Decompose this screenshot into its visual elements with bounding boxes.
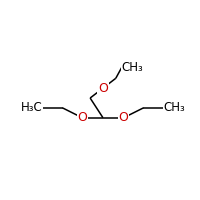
- Text: CH₃: CH₃: [122, 61, 143, 74]
- Text: O: O: [119, 111, 129, 124]
- Text: O: O: [98, 82, 108, 95]
- Text: O: O: [77, 111, 87, 124]
- Text: H₃C: H₃C: [21, 101, 43, 114]
- Text: CH₃: CH₃: [163, 101, 185, 114]
